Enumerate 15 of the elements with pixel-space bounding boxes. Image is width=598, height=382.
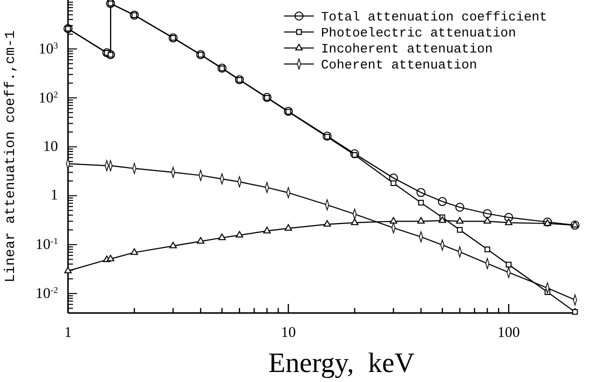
x-axis-title: Energy, keV [268, 348, 415, 379]
x-tick-label: 100 [497, 325, 520, 341]
y-tick-label: 10 [43, 138, 58, 155]
legend-label: Total attenuation coefficient [321, 10, 548, 25]
legend-label: Photoelectric attenuation [321, 26, 516, 41]
y-tick-label: 10$^{3}$ [38, 40, 58, 58]
y-tick-label: 10$^{2}$ [38, 89, 58, 106]
y-tick-label: 10$^{-2}$ [36, 285, 58, 302]
legend-label: Coherent attenuation [321, 58, 478, 73]
y-tick-label: 10$^{-1}$ [36, 236, 58, 254]
x-tick-label: 10 [280, 325, 296, 341]
y-axis-title: Linear attenuation coeff.,cm-1 [3, 30, 19, 283]
y-tick-label: 1 [50, 188, 58, 204]
legend-label: Incoherent attenuation [321, 42, 493, 57]
x-tick-label: 1 [64, 325, 72, 341]
